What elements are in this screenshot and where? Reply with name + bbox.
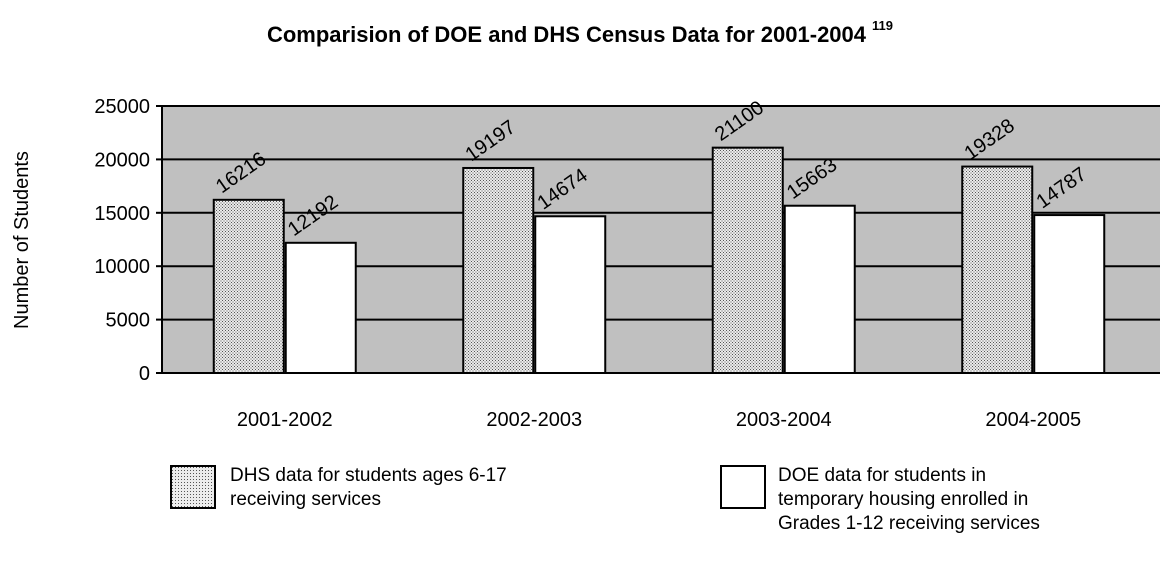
bar-dhs-2003-2004	[711, 146, 784, 374]
y-axis-ticks: 0 5000 10000 15000 20000 25000	[94, 96, 163, 385]
bars	[212, 146, 1106, 374]
x-tick-label: 2001-2002	[237, 409, 333, 431]
legend-swatch-dhs	[170, 465, 216, 509]
bar-dhs-2001-2002	[212, 198, 285, 374]
y-tick-label: 25000	[94, 96, 150, 118]
x-tick-label: 2002-2003	[486, 409, 582, 431]
x-tick-label: 2004-2005	[985, 409, 1081, 431]
y-tick-label: 15000	[94, 203, 150, 225]
bar-doe-2004-2005	[1033, 214, 1106, 374]
legend-swatch-doe	[720, 465, 766, 509]
chart-title-footnote: 119	[872, 18, 894, 33]
bar-doe-2003-2004	[783, 204, 856, 374]
bar-doe-2001-2002	[284, 241, 357, 374]
legend-doe-line-1: DOE data for students in	[778, 465, 987, 486]
y-axis-label: Number of Students	[11, 151, 33, 329]
legend-dhs-line-2: receiving services	[230, 489, 381, 510]
bar-dhs-2002-2003	[462, 166, 535, 374]
y-tick-label: 20000	[94, 149, 150, 171]
bar-dhs-2004-2005	[961, 165, 1034, 374]
legend-doe-line-2: temporary housing enrolled in	[778, 489, 1029, 510]
legend-doe-line-3: Grades 1-12 receiving services	[778, 513, 1040, 534]
x-axis-ticks: 2001-2002 2002-2003 2003-2004 2004-2005	[237, 409, 1081, 431]
y-tick-label: 0	[139, 363, 150, 385]
legend-label-dhs: DHS data for students ages 6-17 receivin…	[230, 464, 507, 512]
bar-doe-2002-2003	[534, 215, 607, 374]
legend-dhs-line-1: DHS data for students ages 6-17	[230, 465, 507, 486]
y-tick-label: 10000	[94, 256, 150, 278]
chart-title: Comparision of DOE and DHS Census Data f…	[0, 18, 1160, 48]
y-tick-label: 5000	[106, 310, 151, 332]
legend-label-doe: DOE data for students in temporary housi…	[778, 464, 1040, 536]
x-tick-label: 2003-2004	[736, 409, 832, 431]
chart-title-text: Comparision of DOE and DHS Census Data f…	[266, 22, 867, 47]
